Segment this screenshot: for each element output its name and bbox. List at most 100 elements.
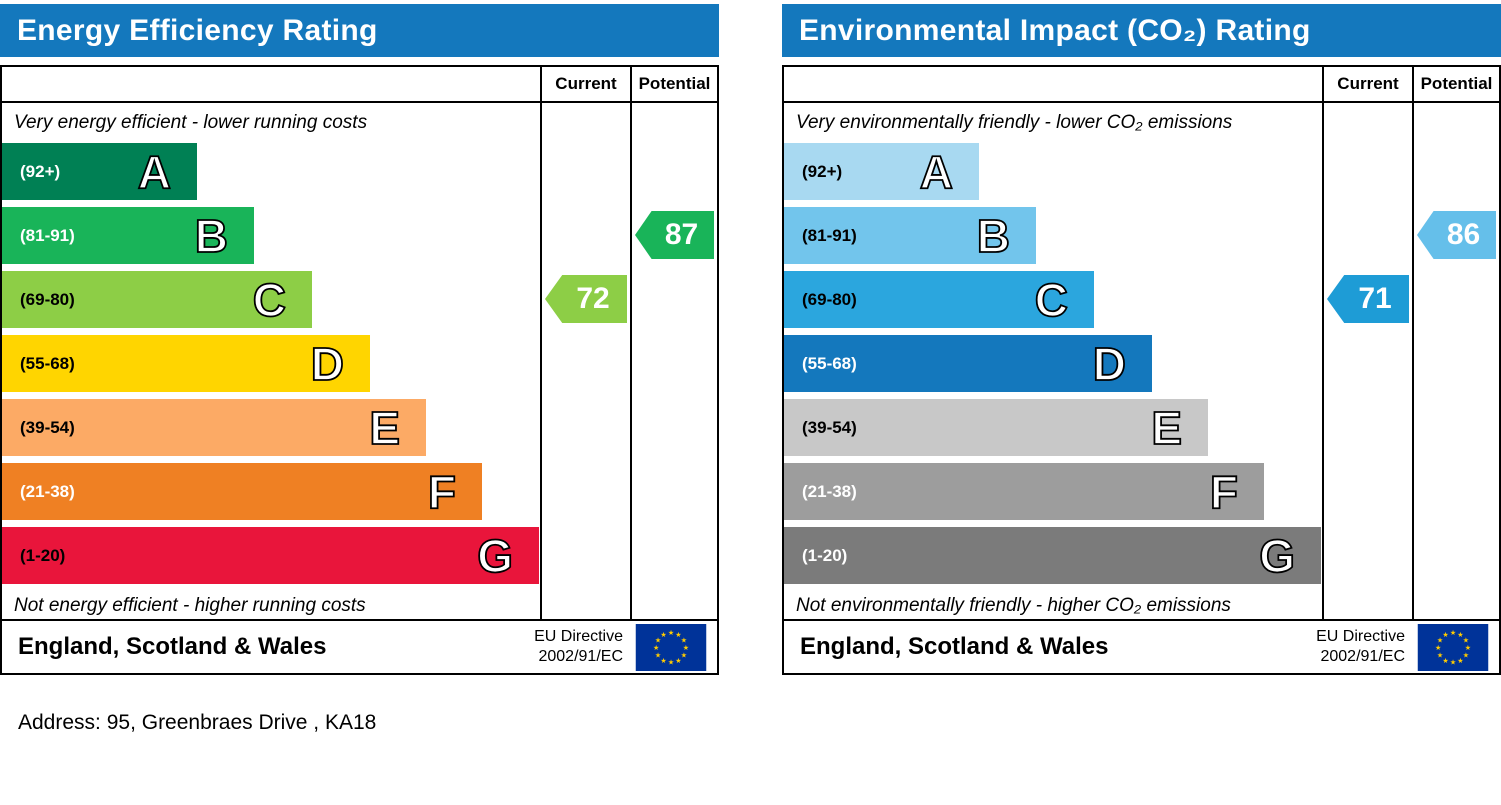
- band-letter: B: [976, 209, 1011, 262]
- svg-text:★: ★: [1442, 655, 1448, 664]
- band-letter: G: [1258, 529, 1296, 582]
- band-range: (92+): [802, 161, 843, 181]
- svg-text:★: ★: [668, 627, 674, 636]
- band-range: (39-54): [20, 417, 75, 437]
- bands-area: Very energy efficient - lower running co…: [2, 103, 540, 621]
- panel-title: Environmental Impact (CO₂) Rating: [782, 4, 1501, 57]
- band-row-f: (21-38) F: [784, 463, 1322, 520]
- panel-title: Energy Efficiency Rating: [0, 4, 719, 57]
- band-d: (55-68) D: [2, 335, 370, 392]
- svg-text:★: ★: [1450, 657, 1456, 666]
- band-letter: E: [368, 401, 400, 454]
- svg-text:★: ★: [681, 635, 687, 644]
- band-row-a: (92+) A: [2, 143, 540, 200]
- band-letter: C: [252, 273, 287, 326]
- svg-text:★: ★: [660, 655, 666, 664]
- svg-text:★: ★: [1463, 635, 1469, 644]
- svg-text:★: ★: [1465, 642, 1471, 651]
- column-header-potential: Potential: [630, 67, 717, 103]
- current-rating-value: 72: [576, 282, 610, 315]
- band-f: (21-38) F: [2, 463, 482, 520]
- current-column: 72: [540, 103, 630, 621]
- band-f: (21-38) F: [784, 463, 1264, 520]
- current-rating-arrow: 71: [1327, 275, 1409, 323]
- eu-directive-label: EU Directive 2002/91/EC: [534, 627, 623, 667]
- rating-bands: (92+) A (81-91) B: [784, 143, 1322, 584]
- band-row-g: (1-20) G: [2, 527, 540, 584]
- band-letter: F: [427, 465, 457, 518]
- band-row-b: (81-91) B: [2, 207, 540, 264]
- eu-flag: ★ ★★ ★★★ ★★★ ★★★: [635, 623, 707, 671]
- eu-directive-label: EU Directive 2002/91/EC: [1316, 627, 1405, 667]
- potential-rating-arrow: 86: [1417, 211, 1496, 259]
- band-g: (1-20) G: [2, 527, 539, 584]
- band-range: (55-68): [802, 353, 857, 373]
- band-g: (1-20) G: [784, 527, 1321, 584]
- svg-text:★: ★: [668, 657, 674, 666]
- svg-text:★: ★: [653, 642, 659, 651]
- svg-text:★: ★: [660, 629, 666, 638]
- band-row-c: (69-80) C: [784, 271, 1322, 328]
- bands-area: Very environmentally friendly - lower CO…: [784, 103, 1322, 621]
- region-label: England, Scotland & Wales: [18, 633, 327, 660]
- band-range: (69-80): [20, 289, 75, 309]
- eu-flag: ★ ★★ ★★★ ★★★ ★★★: [1417, 623, 1489, 671]
- current-column: 71: [1322, 103, 1412, 621]
- band-row-d: (55-68) D: [784, 335, 1322, 392]
- column-header-potential: Potential: [1412, 67, 1499, 103]
- chart-header-spacer: [784, 67, 1322, 103]
- band-range: (69-80): [802, 289, 857, 309]
- eu-directive-line2: 2002/91/EC: [1320, 648, 1405, 665]
- svg-text:★: ★: [1463, 650, 1469, 659]
- band-range: (21-38): [802, 481, 857, 501]
- environmental-impact-chart: Current Potential Very environmentally f…: [782, 65, 1501, 675]
- region-label: England, Scotland & Wales: [800, 633, 1109, 660]
- band-range: (81-91): [20, 225, 75, 245]
- band-letter: C: [1034, 273, 1069, 326]
- top-caption: Very environmentally friendly - lower CO…: [796, 112, 1233, 133]
- band-b: (81-91) B: [784, 207, 1036, 264]
- chart-grid: Current Potential Very energy efficient …: [2, 67, 717, 621]
- address-line: Address: 95, Greenbraes Drive , KA18: [18, 711, 377, 734]
- chart-footer: England, Scotland & Wales EU Directive 2…: [2, 621, 717, 673]
- svg-text:★: ★: [1442, 629, 1448, 638]
- current-rating-arrow: 72: [545, 275, 627, 323]
- band-c: (69-80) C: [2, 271, 312, 328]
- rating-bands: (92+) A (81-91) B: [2, 143, 540, 584]
- bottom-caption: Not environmentally friendly - higher CO…: [796, 595, 1231, 616]
- band-range: (92+): [20, 161, 61, 181]
- column-header-current: Current: [540, 67, 630, 103]
- chart-header-spacer: [2, 67, 540, 103]
- band-d: (55-68) D: [784, 335, 1152, 392]
- band-range: (21-38): [20, 481, 75, 501]
- eu-directive-line2: 2002/91/EC: [538, 648, 623, 665]
- svg-text:★: ★: [1435, 642, 1441, 651]
- band-e: (39-54) E: [784, 399, 1208, 456]
- band-row-g: (1-20) G: [784, 527, 1322, 584]
- band-a: (92+) A: [2, 143, 197, 200]
- band-row-e: (39-54) E: [2, 399, 540, 456]
- band-c: (69-80) C: [784, 271, 1094, 328]
- potential-column: 87: [630, 103, 717, 621]
- band-range: (1-20): [802, 545, 848, 565]
- top-caption: Very energy efficient - lower running co…: [14, 112, 368, 133]
- band-range: (1-20): [20, 545, 66, 565]
- band-range: (39-54): [802, 417, 857, 437]
- svg-text:★: ★: [675, 629, 681, 638]
- band-a: (92+) A: [784, 143, 979, 200]
- svg-text:★: ★: [683, 642, 689, 651]
- energy-efficiency-panel: Energy Efficiency Rating Current Potenti…: [0, 4, 719, 675]
- potential-rating-arrow: 87: [635, 211, 714, 259]
- bottom-caption: Not energy efficient - higher running co…: [14, 595, 366, 616]
- band-row-b: (81-91) B: [784, 207, 1322, 264]
- eu-directive-line1: EU Directive: [534, 628, 623, 645]
- svg-text:★: ★: [1437, 650, 1443, 659]
- band-row-e: (39-54) E: [784, 399, 1322, 456]
- band-row-a: (92+) A: [784, 143, 1322, 200]
- potential-rating-value: 86: [1446, 218, 1481, 251]
- svg-text:★: ★: [1457, 655, 1463, 664]
- band-row-c: (69-80) C: [2, 271, 540, 328]
- potential-column: 86: [1412, 103, 1499, 621]
- band-letter: D: [310, 337, 345, 390]
- band-letter: B: [194, 209, 229, 262]
